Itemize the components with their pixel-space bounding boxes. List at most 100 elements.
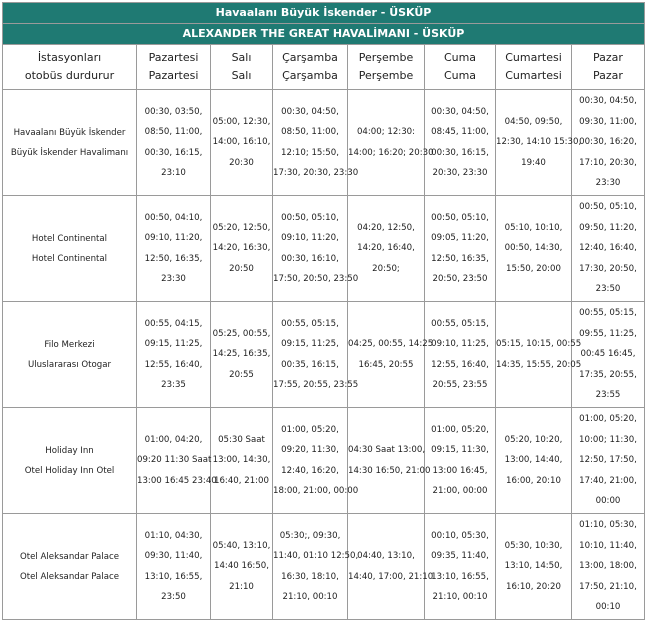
cell-line: 01:00, 05:20, <box>579 414 637 425</box>
cell-line: 23:50 <box>161 592 186 602</box>
cell-line: 05:30 Saat <box>218 434 265 445</box>
station-cell: Otel Aleksandar Palace Otel Aleksandar Pa… <box>2 513 137 620</box>
cell-line: 05:25, 00:55, <box>212 328 271 339</box>
cell-line: 15:50, 20:00 <box>506 263 561 274</box>
cell-line: 13:10, 14:50, <box>504 561 563 572</box>
table-row: Havaalanı Büyük İskender Büyük İskender H… <box>2 89 645 196</box>
cell-line: 11:40, 01:10 12:50, <box>273 551 359 561</box>
cell-line: 21:00, 00:00 <box>432 486 488 496</box>
header-day: Pazar Pazar <box>571 44 645 90</box>
cell-line: Cumartesi <box>505 69 562 82</box>
cell-line: 00:30, 04:50, <box>431 106 489 117</box>
cell-line: 08:45, 11:00, <box>431 127 489 137</box>
table-row: Filo Merkezi Uluslararası Otogar 00:55, 04… <box>2 301 645 408</box>
cell-line: 13:00, 14:40, <box>504 455 563 466</box>
cell-line: 10:00; 11:30, <box>579 434 637 445</box>
cell-line: 08:50, 11:00, <box>281 127 339 137</box>
header-day: Salı Salı <box>210 44 273 90</box>
cell-line: 09:55, 11:25, <box>579 328 637 339</box>
cell-line: 12:40, 16:40, <box>579 243 637 254</box>
cell-line: 00:55, 05:15, <box>281 318 339 329</box>
header-day: Pazartesi Pazartesi <box>136 44 211 90</box>
cell-line: 00:50, 04:10, <box>144 212 203 223</box>
cell-line: 09:20 11:30 Saat <box>137 455 212 466</box>
cell-line: 00:50, 05:10, <box>431 212 489 223</box>
cell-line: 23:50 <box>595 284 621 295</box>
cell-line: 14:35, 15:55, 20:05 <box>496 359 582 370</box>
cell-line: 04:00; 12:30: <box>356 127 416 137</box>
cell-line: 01:00, 05:20, <box>281 424 339 435</box>
cell-line: 17:10, 20:30, <box>579 157 637 168</box>
cell-line: 23:10 <box>161 168 186 178</box>
cell-line: 00:50, 05:10, <box>579 202 637 213</box>
cell-line: 17:30, 20:30, 23:30 <box>273 168 359 178</box>
time-cell: 00:55, 04:15, 09:15, 11:25, 12:55, 16:40, 2… <box>136 301 211 408</box>
cell-line: 14:20, 16:40, <box>357 243 415 254</box>
cell-line: 09:20, 11:30, <box>281 445 339 455</box>
time-cell: 05:30;, 09:30, 11:40, 01:10 12:50, 16:30, … <box>272 513 359 620</box>
cell-line: 12:40, 16:20, <box>281 465 339 476</box>
cell-line: 01:10, 04:30, <box>144 530 203 541</box>
cell-line: 05:30;, 09:30, <box>279 530 341 541</box>
cell-line: Salı <box>231 69 252 82</box>
time-cell: 04:50, 09:50, 12:30, 14:10 15:30, 19:40 <box>495 89 582 196</box>
cell-line: 05:30, 10:30, <box>504 540 563 551</box>
cell-line: 14:00; 16:20; 20:30 <box>348 147 434 158</box>
cell-line: 00:45 16:45, <box>580 349 636 360</box>
cell-line: 09:15, 11:25, <box>144 339 203 349</box>
title-line-1: Havaalanı Büyük İskender - ÜSKÜP <box>2 2 645 24</box>
time-cell: 00:50, 05:10, 09:10, 11:20, 00:30, 16:10, 1… <box>272 195 358 302</box>
cell-line: 00:50, 14:30, <box>504 243 563 254</box>
cell-line: 23:30 <box>595 178 621 189</box>
station-cell: Holiday Inn Otel Holiday Inn Otel <box>2 407 137 514</box>
cell-line: 00:50, 05:10, <box>281 212 339 223</box>
cell-line: 09:05, 11:20, <box>431 233 489 243</box>
cell-line: 20:55 <box>229 369 254 380</box>
cell-line: 14:40, 17:00, 21:10 <box>348 571 434 582</box>
cell-line: Cuma <box>443 51 477 64</box>
cell-line: 00:30, 16:20, <box>579 137 637 148</box>
cell-line: 12:10; 15:50, <box>281 147 339 158</box>
cell-line: Filo Merkezi <box>44 339 95 350</box>
cell-line: 05:40, 13:10, <box>212 540 271 551</box>
cell-line: Salı <box>231 51 252 64</box>
cell-line: Perşembe <box>358 51 414 64</box>
cell-line: 16:40, 21:00 <box>214 475 269 486</box>
table-body: Havaalanı Büyük İskender Büyük İskender H… <box>2 89 645 620</box>
cell-line: 19:40 <box>521 157 546 168</box>
cell-line: 09:10, 11:20, <box>281 233 339 243</box>
time-cell: 00:10, 05:30, 09:35, 11:40, 13:10, 16:55, 2… <box>424 513 496 620</box>
cell-line: İstasyonları <box>37 51 102 64</box>
cell-line: 17:50, 21:10, <box>579 581 637 592</box>
time-cell: 01:10, 04:30, 09:30, 11:40, 13:10, 16:55, 2… <box>136 513 211 620</box>
time-cell: 01:00, 04:20, 09:20 11:30 Saat 13:00 16:45… <box>136 407 217 514</box>
cell-line: otobüs durdurur <box>24 69 115 82</box>
cell-line: 14:00, 16:10, <box>212 137 271 148</box>
cell-line: 05:00, 12:30, <box>212 116 271 127</box>
cell-line: 09:30, 11:00, <box>579 116 637 127</box>
cell-line: 20:50, 23:50 <box>432 274 488 284</box>
cell-line: 12:30, 14:10 15:30, <box>496 137 582 148</box>
cell-line: 16:30, 18:10, <box>281 571 339 582</box>
cell-line: Pazar <box>593 69 623 82</box>
time-cell: 05:15, 10:15, 00:55 14:35, 15:55, 20:05 <box>495 301 582 408</box>
time-cell: 05:20, 12:50, 14:20, 16:30, 20:50 <box>210 195 273 302</box>
cell-line: 13:00, 14:30, <box>212 455 271 466</box>
cell-line: 01:00, 04:20, <box>144 434 203 445</box>
cell-line: 00:30, 16:15, <box>144 147 203 158</box>
cell-line: 13:10, 16:55, <box>144 571 203 582</box>
cell-line: 17:35, 20:55, <box>579 369 637 380</box>
cell-line: 14:20, 16:30, <box>212 243 271 254</box>
cell-line: Pazartesi <box>148 51 199 64</box>
cell-line: 16:00, 20:10 <box>506 475 561 486</box>
cell-line: 04:50, 09:50, <box>504 116 563 127</box>
header-row: İstasyonları otobüs durdurur Pazartesi Paza… <box>2 44 645 90</box>
cell-line: 14:25, 16:35, <box>212 349 271 360</box>
station-cell: Hotel Continental Hotel Continental <box>2 195 137 302</box>
cell-line: 09:50, 11:20, <box>579 222 637 233</box>
cell-line: Perşembe <box>358 69 414 82</box>
time-cell: 04:00; 12:30: 14:00; 16:20; 20:30 <box>347 89 434 196</box>
cell-line: 10:10, 11:40, <box>579 540 637 551</box>
cell-line: Çarşamba <box>282 69 338 82</box>
table-row: Hotel Continental Hotel Continental 00:50,… <box>2 195 645 302</box>
